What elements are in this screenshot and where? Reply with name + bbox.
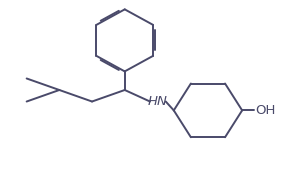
Text: OH: OH xyxy=(256,104,276,117)
Text: HN: HN xyxy=(148,95,167,108)
